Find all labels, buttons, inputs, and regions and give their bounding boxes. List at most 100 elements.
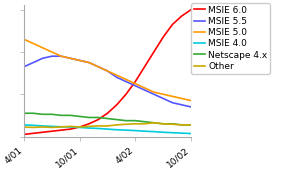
MSIE 5.0 <box>50 51 54 53</box>
MSIE 5.0 <box>87 61 91 64</box>
MSIE 6.0 <box>50 130 54 132</box>
MSIE 4.0 <box>96 127 100 130</box>
MSIE 5.0 <box>161 93 165 95</box>
MSIE 5.0 <box>96 66 100 68</box>
MSIE 5.0 <box>171 95 174 97</box>
MSIE 6.0 <box>152 51 156 53</box>
Other <box>59 126 63 128</box>
Line: MSIE 5.5: MSIE 5.5 <box>24 56 191 107</box>
MSIE 5.5 <box>133 85 137 87</box>
MSIE 5.5 <box>180 104 184 106</box>
MSIE 6.0 <box>68 128 72 130</box>
Netscape 4.x <box>180 124 184 126</box>
MSIE 5.0 <box>152 91 156 93</box>
Other <box>41 126 44 128</box>
MSIE 5.5 <box>143 89 146 91</box>
Legend: MSIE 6.0, MSIE 5.5, MSIE 5.0, MSIE 4.0, Netscape 4.x, Other: MSIE 6.0, MSIE 5.5, MSIE 5.0, MSIE 4.0, … <box>191 3 270 73</box>
MSIE 5.0 <box>78 59 82 61</box>
Netscape 4.x <box>96 116 100 118</box>
Netscape 4.x <box>41 113 44 115</box>
MSIE 5.0 <box>133 83 137 85</box>
MSIE 5.5 <box>31 61 35 64</box>
MSIE 5.0 <box>22 38 26 40</box>
MSIE 5.0 <box>180 97 184 100</box>
Other <box>152 122 156 124</box>
MSIE 5.5 <box>41 57 44 59</box>
Other <box>106 125 109 127</box>
Other <box>78 126 82 128</box>
MSIE 5.5 <box>152 93 156 95</box>
Other <box>180 124 184 126</box>
MSIE 4.0 <box>41 125 44 127</box>
MSIE 6.0 <box>41 131 44 133</box>
MSIE 4.0 <box>31 124 35 126</box>
MSIE 4.0 <box>180 132 184 134</box>
MSIE 6.0 <box>87 123 91 125</box>
MSIE 4.0 <box>152 131 156 133</box>
MSIE 6.0 <box>22 133 26 135</box>
Other <box>87 125 91 127</box>
Line: Other: Other <box>24 123 191 127</box>
Netscape 4.x <box>133 120 137 122</box>
Other <box>115 124 119 126</box>
MSIE 6.0 <box>124 93 128 95</box>
MSIE 5.5 <box>96 66 100 68</box>
Other <box>161 123 165 125</box>
Line: Netscape 4.x: Netscape 4.x <box>24 113 191 125</box>
MSIE 5.0 <box>143 87 146 89</box>
MSIE 5.5 <box>106 70 109 72</box>
Netscape 4.x <box>152 122 156 124</box>
MSIE 4.0 <box>124 129 128 131</box>
MSIE 6.0 <box>96 118 100 121</box>
MSIE 5.0 <box>31 43 35 45</box>
MSIE 5.5 <box>171 102 174 104</box>
MSIE 6.0 <box>143 66 146 68</box>
Other <box>189 124 193 126</box>
MSIE 5.5 <box>50 55 54 57</box>
MSIE 4.0 <box>133 130 137 132</box>
Line: MSIE 6.0: MSIE 6.0 <box>24 10 191 134</box>
MSIE 4.0 <box>50 125 54 127</box>
MSIE 6.0 <box>133 80 137 83</box>
MSIE 5.5 <box>189 106 193 108</box>
MSIE 4.0 <box>78 126 82 128</box>
MSIE 6.0 <box>171 23 174 26</box>
Other <box>50 126 54 128</box>
MSIE 5.5 <box>59 55 63 57</box>
MSIE 6.0 <box>59 129 63 131</box>
MSIE 4.0 <box>87 127 91 129</box>
MSIE 6.0 <box>106 112 109 114</box>
MSIE 5.0 <box>68 57 72 59</box>
MSIE 4.0 <box>106 128 109 130</box>
MSIE 5.5 <box>87 61 91 64</box>
MSIE 5.5 <box>161 97 165 100</box>
MSIE 5.5 <box>78 59 82 61</box>
Netscape 4.x <box>59 114 63 116</box>
Netscape 4.x <box>78 115 82 117</box>
MSIE 6.0 <box>161 36 165 38</box>
Other <box>171 123 174 125</box>
MSIE 5.0 <box>115 74 119 76</box>
Netscape 4.x <box>31 112 35 114</box>
Netscape 4.x <box>22 112 26 114</box>
Netscape 4.x <box>189 124 193 126</box>
Other <box>96 125 100 127</box>
MSIE 4.0 <box>161 131 165 133</box>
MSIE 6.0 <box>180 15 184 17</box>
Netscape 4.x <box>124 120 128 122</box>
Netscape 4.x <box>87 116 91 118</box>
MSIE 4.0 <box>171 132 174 134</box>
Netscape 4.x <box>143 121 146 123</box>
Other <box>22 126 26 128</box>
MSIE 5.0 <box>41 47 44 49</box>
Other <box>133 123 137 125</box>
MSIE 5.0 <box>59 55 63 57</box>
MSIE 6.0 <box>189 9 193 11</box>
Line: MSIE 5.0: MSIE 5.0 <box>24 39 191 101</box>
MSIE 4.0 <box>189 132 193 135</box>
MSIE 5.0 <box>106 70 109 72</box>
Other <box>68 125 72 127</box>
MSIE 5.0 <box>189 100 193 102</box>
MSIE 6.0 <box>115 104 119 106</box>
MSIE 5.5 <box>22 66 26 68</box>
